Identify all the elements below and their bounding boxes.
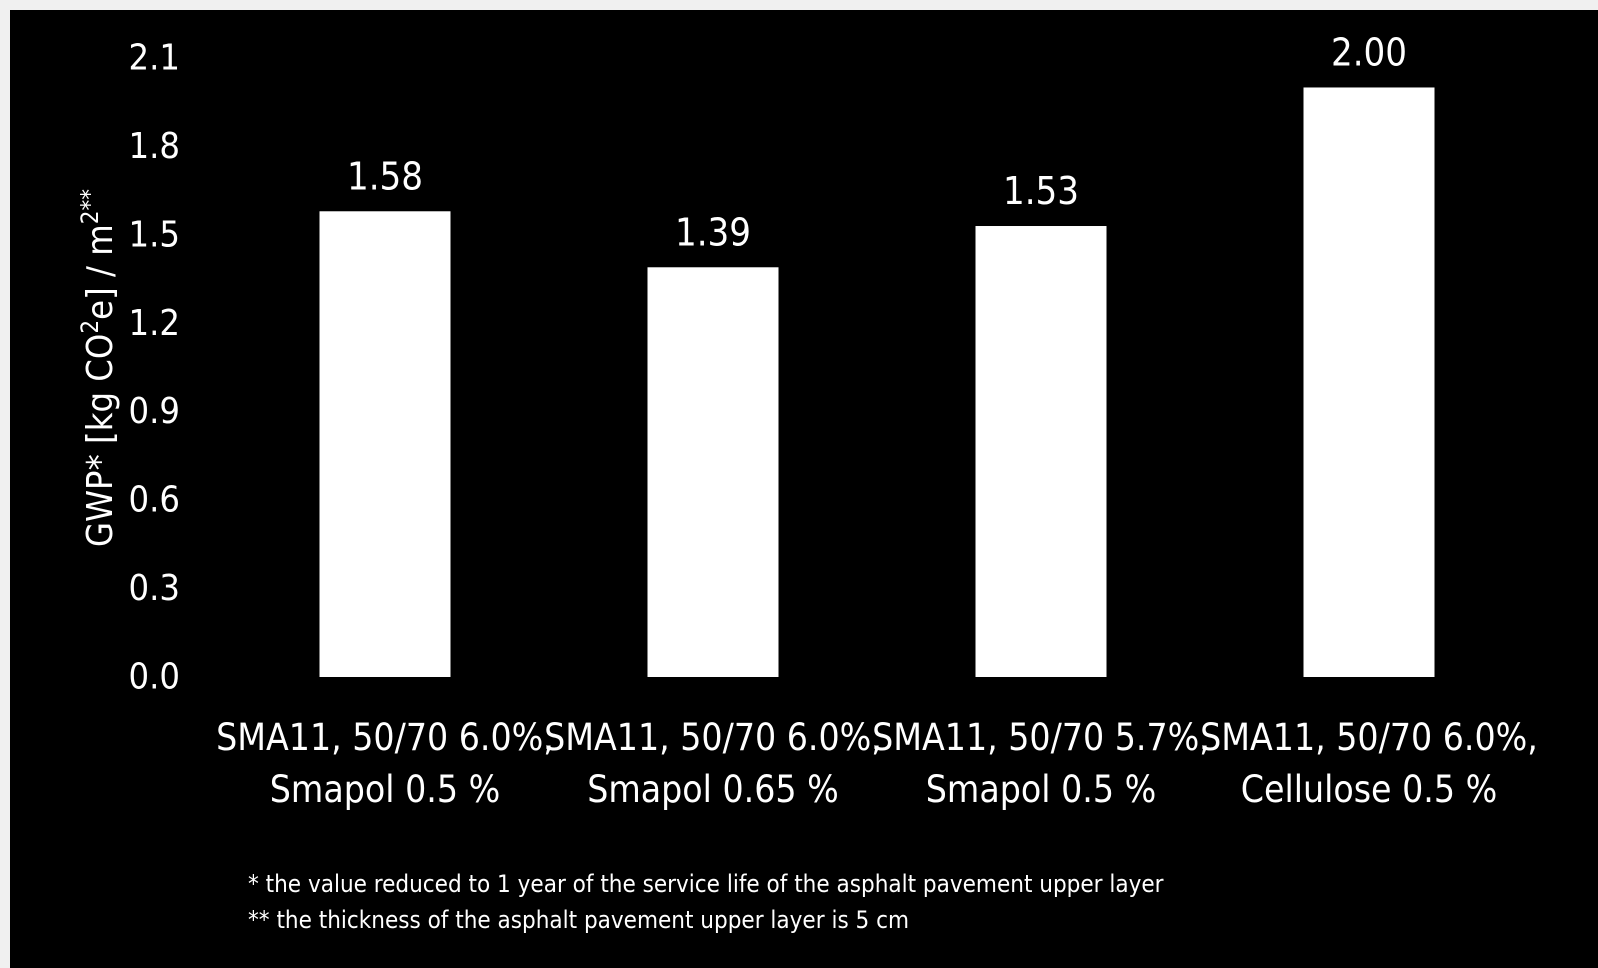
x-category-label: SMA11, 50/70 6.0%, Smapol 0.65 % bbox=[544, 716, 882, 811]
y-tick-label: 0.3 bbox=[129, 568, 181, 609]
x-category-label: SMA11, 50/70 6.0%, Smapol 0.5 % bbox=[216, 716, 554, 811]
data-label: 1.39 bbox=[675, 210, 751, 254]
x-category-label: SMA11, 50/70 6.0%, Cellulose 0.5 % bbox=[1200, 716, 1538, 811]
y-tick-label: 1.5 bbox=[129, 214, 181, 255]
bar-chart: 0.0 0.3 0.6 0.9 1.2 1.5 1.8 2.1 1.58 SMA11, 50/70… bbox=[76, 30, 1538, 934]
y-tick-label: 2.1 bbox=[129, 38, 181, 79]
bar bbox=[319, 211, 451, 677]
footnote: * the value reduced to 1 year of the ser… bbox=[248, 870, 1164, 898]
bar bbox=[975, 226, 1107, 677]
y-tick-label: 1.8 bbox=[129, 126, 181, 167]
chart-panel: 0.0 0.3 0.6 0.9 1.2 1.5 1.8 2.1 1.58 SMA11, 50/70… bbox=[10, 10, 1598, 968]
bar bbox=[647, 267, 779, 677]
y-tick-label: 0.6 bbox=[129, 480, 181, 521]
y-tick-label: 1.2 bbox=[129, 303, 181, 344]
y-tick-label: 0.9 bbox=[129, 391, 181, 432]
footnote: ** the thickness of the asphalt pavement… bbox=[248, 906, 909, 934]
y-axis-label: GWP* [kg CO2e] / m2** bbox=[76, 189, 121, 547]
y-tick-label: 0.0 bbox=[129, 657, 181, 698]
bar bbox=[1303, 87, 1435, 677]
data-label: 1.53 bbox=[1003, 169, 1079, 213]
data-label: 1.58 bbox=[347, 154, 423, 198]
data-label: 2.00 bbox=[1331, 30, 1407, 74]
x-category-label: SMA11, 50/70 5.7%, Smapol 0.5 % bbox=[872, 716, 1210, 811]
